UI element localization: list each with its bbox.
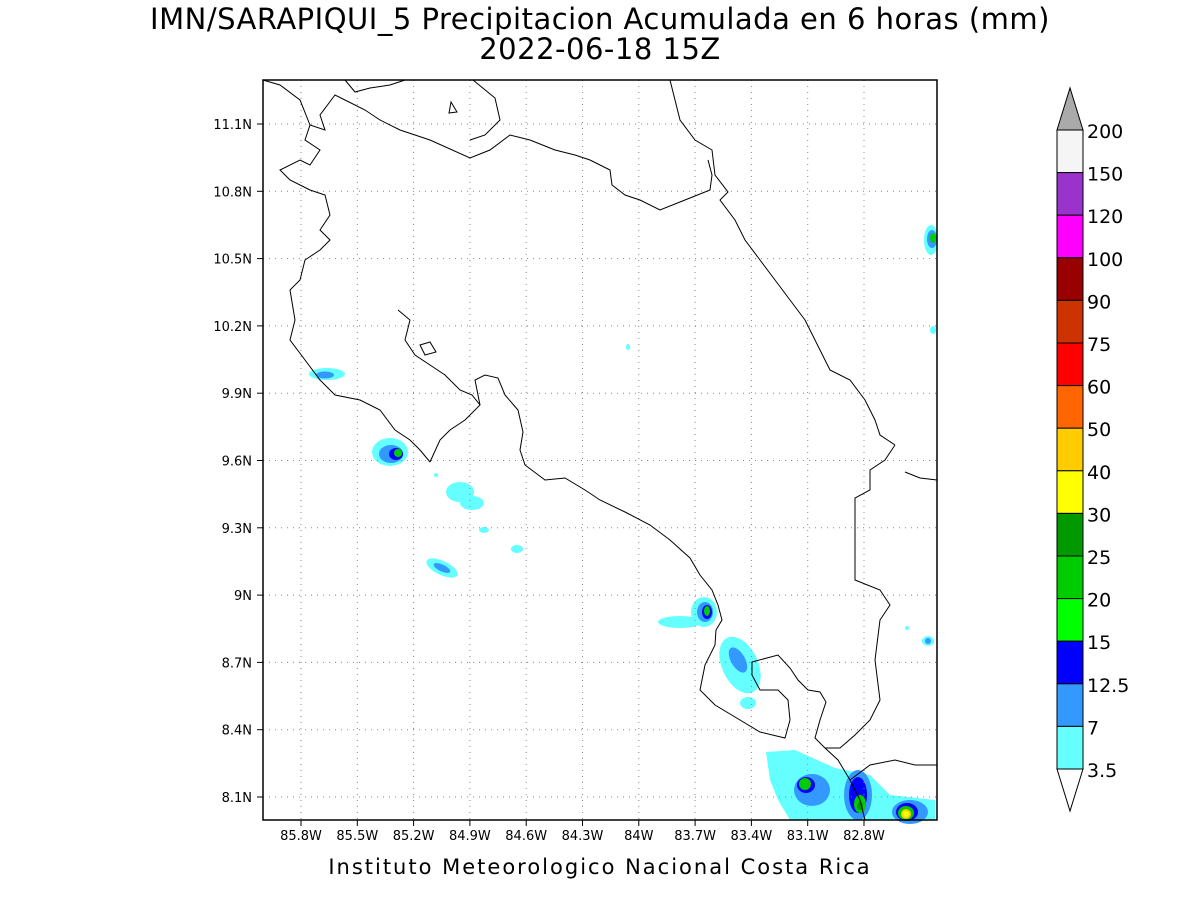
colorbar-swatch [1056, 299, 1084, 344]
precipitation-shading [309, 225, 938, 824]
colorbar-swatch [1056, 640, 1084, 685]
longitude-labels: 85.8W 85.5W 85.2W 84.9W 84.6W 84.3W 84W 83.7W 83… [280, 820, 885, 844]
map-footer: Instituto Meteorologico Nacional Costa R… [328, 855, 872, 879]
precip-cell [903, 811, 909, 817]
gulf-inner [419, 341, 437, 356]
lat-tick-label: 9.9N [222, 387, 252, 402]
lat-tick-label: 9.3N [222, 522, 252, 537]
lat-tick-label: 10.5N [213, 253, 252, 268]
lon-tick-label: 85.5W [336, 829, 378, 844]
lon-tick-label: 83.4W [730, 829, 772, 844]
colorbar-swatch [1056, 725, 1084, 770]
lat-tick-label: 10.2N [213, 320, 252, 335]
colorbar-label: 120 [1087, 206, 1123, 228]
lon-tick-label: 83.1W [787, 829, 829, 844]
colorbar: 200 150 120 100 90 75 60 50 40 30 25 20 15 12.5 7 3.5 [1056, 86, 1129, 813]
precip-cell [394, 449, 402, 457]
colorbar-label: 100 [1087, 249, 1123, 271]
colorbar-swatch [1056, 598, 1084, 642]
nicoya-gulf [397, 309, 481, 463]
map-title: IMN/SARAPIQUI_5 Precipitacion Acumulada … [150, 2, 1050, 36]
lat-tick-label: 9.6N [222, 455, 252, 470]
colorbar-label: 60 [1087, 377, 1111, 399]
west-coast [279, 124, 431, 463]
precip-cell [658, 616, 702, 628]
precip-cell [905, 626, 909, 630]
colorbar-swatch [1056, 385, 1084, 429]
colorbar-label: 25 [1087, 547, 1111, 569]
lat-tick-label: 8.7N [222, 656, 252, 671]
precip-cell [479, 527, 489, 533]
panama-border [825, 444, 938, 749]
lon-tick-label: 82.8W [843, 829, 885, 844]
lat-tick-label: 9N [234, 589, 252, 604]
colorbar-swatch [1056, 129, 1084, 174]
precip-cell [930, 326, 936, 334]
pacific-coast [474, 374, 866, 821]
colorbar-label: 75 [1087, 334, 1111, 356]
lon-tick-label: 85.2W [393, 829, 435, 844]
precip-cell [511, 545, 523, 553]
colorbar-swatch [1056, 512, 1084, 557]
panama-coast [849, 759, 937, 781]
map-frame [262, 79, 938, 821]
lon-tick-label: 83.7W [674, 829, 716, 844]
colorbar-label: 30 [1087, 504, 1111, 526]
precip-cell [799, 778, 811, 790]
colorbar-swatch [1056, 470, 1084, 514]
lat-tick-label: 10.8N [213, 185, 252, 200]
precip-cell [728, 647, 748, 673]
colorbar-label: 150 [1087, 164, 1123, 186]
lon-tick-label: 84.9W [449, 829, 491, 844]
map-subtitle: 2022-06-18 15Z [479, 32, 721, 66]
colorbar-swatch [1056, 257, 1084, 301]
colorbar-label: 3.5 [1087, 760, 1117, 782]
colorbar-swatch [1056, 555, 1084, 600]
lat-tick-label: 8.1N [222, 791, 252, 806]
colorbar-label: 40 [1087, 462, 1111, 484]
lon-tick-label: 85.8W [280, 829, 322, 844]
precip-cell [433, 563, 451, 573]
colorbar-label: 50 [1087, 419, 1111, 441]
lake-coast [469, 79, 501, 141]
nicaragua-border [262, 79, 713, 211]
colorbar-label: 200 [1087, 121, 1123, 143]
colorbar-label: 90 [1087, 291, 1111, 313]
colorbar-swatch [1056, 683, 1084, 727]
colorbar-bottom-arrow [1056, 768, 1084, 813]
precip-cell [316, 371, 334, 379]
lat-tick-label: 11.1N [213, 118, 252, 133]
northern-coast [344, 79, 406, 93]
colorbar-swatch [1056, 427, 1084, 472]
colorbar-label: 15 [1087, 632, 1111, 654]
coastlines [262, 79, 938, 821]
precip-cell [434, 473, 438, 477]
precip-cell [740, 697, 756, 709]
precip-cell [704, 606, 710, 616]
precip-cell [626, 344, 630, 350]
latitude-labels: 11.1N 10.8N 10.5N 10.2N 9.9N 9.6N 9.3N 9N 8.7N 8.… [213, 118, 263, 806]
map-grid [263, 80, 937, 820]
colorbar-top-arrow [1056, 86, 1084, 131]
colorbar-swatch [1056, 172, 1084, 216]
precip-cell [930, 233, 936, 243]
precip-cell [925, 638, 931, 644]
colorbar-swatch [1056, 342, 1084, 387]
lon-tick-label: 84.3W [562, 829, 604, 844]
lon-tick-label: 84.6W [505, 829, 547, 844]
colorbar-label: 12.5 [1087, 675, 1129, 697]
precip-cell [460, 496, 484, 510]
colorbar-label: 7 [1087, 717, 1099, 739]
colorbar-swatch [1056, 214, 1084, 259]
island [448, 100, 458, 114]
colorbar-label: 20 [1087, 590, 1111, 612]
lat-tick-label: 8.4N [222, 724, 252, 739]
lon-tick-label: 84W [624, 829, 654, 844]
caribbean-coast [669, 79, 896, 446]
